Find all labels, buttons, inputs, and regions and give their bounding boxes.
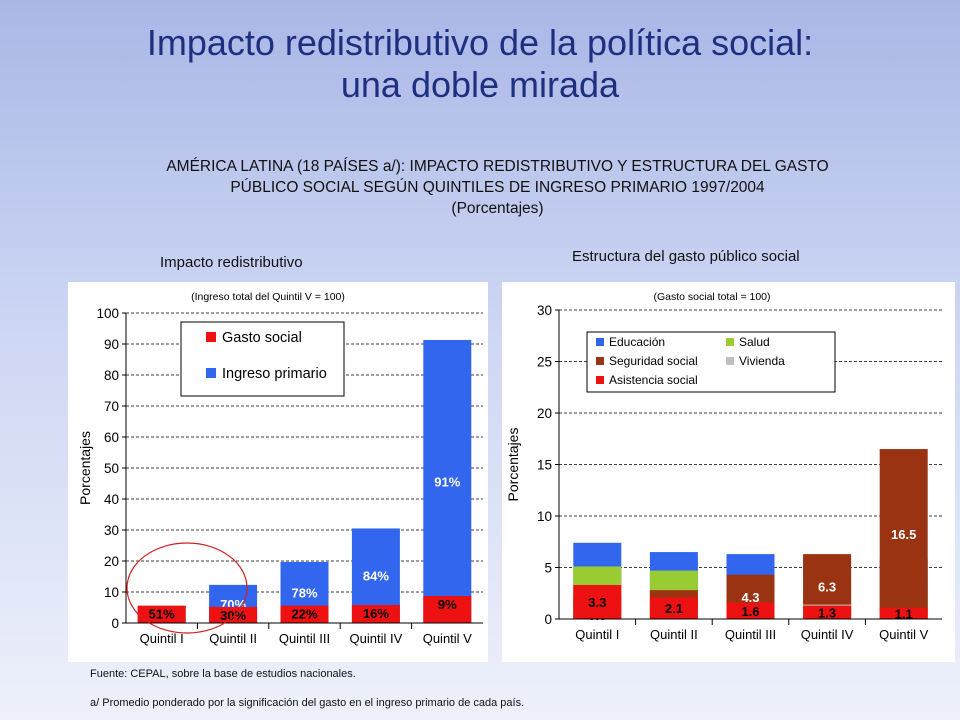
data-label: 30% [220, 608, 246, 623]
legend-label: Gasto social [222, 330, 302, 346]
y-tick-label: 100 [96, 306, 119, 321]
bar-segment [209, 606, 258, 623]
y-tick-label: 70 [104, 399, 119, 414]
chart-title: (Gasto social total = 100) [653, 291, 770, 303]
x-tick-label: Quintil I [575, 627, 619, 642]
legend-swatch [726, 357, 734, 365]
y-axis-title: Porcentajes [505, 428, 521, 502]
title-line-2: una doble mirada [340, 64, 620, 105]
y-tick-label: 30 [104, 523, 119, 538]
data-label: 16.5 [891, 527, 916, 542]
data-label: 84% [363, 569, 389, 584]
caption-line-2: PÚBLICO SOCIAL SEGÚN QUINTILES DE INGRES… [230, 179, 765, 196]
y-tick-label: 15 [537, 458, 552, 473]
x-tick-label: Quintil I [140, 631, 184, 646]
legend-swatch [726, 338, 734, 346]
data-label: 22% [291, 607, 317, 622]
y-tick-label: 5 [544, 561, 552, 576]
bar-segment [573, 585, 622, 619]
y-tick-label: 25 [537, 355, 552, 370]
x-tick-label: Quintil II [209, 631, 257, 646]
bar-segment [879, 449, 928, 619]
data-label: 2.1 [665, 601, 683, 616]
data-label: 1.1 [895, 606, 913, 621]
data-label: 91% [434, 474, 460, 489]
legend-swatch [596, 338, 604, 346]
bar-segment [280, 605, 329, 623]
impacto-chart-panel: (Ingreso total del Quintil V = 100) 0 10 20… [68, 282, 488, 662]
bar-segment [726, 602, 775, 619]
x-tick-label: Quintil IV [350, 631, 403, 646]
left-panel-label: Impacto redistributivo [160, 254, 303, 271]
estructura-chart-panel: (Gasto social total = 100) 0 5 10 15 20 25 30 Po… [502, 282, 955, 662]
x-tick-label: Quintil V [879, 627, 928, 642]
legend-swatch [596, 357, 604, 365]
legend-label: Salud [739, 335, 770, 349]
legend-swatch [596, 376, 604, 384]
chart-title: (Ingreso total del Quintil V = 100) [191, 291, 345, 303]
y-tick-label: 0 [111, 616, 119, 631]
legend-swatch [206, 332, 216, 342]
data-label: 16% [363, 606, 389, 621]
data-label: 78% [291, 585, 317, 600]
caption-line-1: AMÉRICA LATINA (18 PAÍSES a/): IMPACTO R… [166, 158, 829, 175]
x-tick-label: Quintil III [725, 627, 776, 642]
y-tick-label: 20 [537, 406, 552, 421]
data-label: 3.3 [588, 595, 606, 610]
x-tick-label: Quintil V [423, 631, 472, 646]
data-label: 1.6 [741, 604, 759, 619]
bar-segment [879, 607, 928, 619]
data-label: 9% [438, 597, 457, 612]
y-tick-label: 10 [104, 585, 119, 600]
source-note: Fuente: CEPAL, sobre la base de estudios… [90, 668, 356, 680]
legend-label: Asistencia social [609, 373, 698, 387]
data-label: 6.3 [818, 580, 836, 595]
legend-box [586, 331, 836, 393]
title-line-1: Impacto redistributivo de la política so… [146, 22, 814, 63]
y-tick-label: 80 [104, 368, 119, 383]
y-tick-label: 40 [104, 492, 119, 507]
footnote: a/ Promedio ponderado por la significaci… [90, 697, 525, 709]
y-tick-label: 50 [104, 461, 119, 476]
data-label: 4.3 [741, 590, 759, 605]
legend-label: Seguridad social [609, 354, 698, 368]
bar-segment [803, 605, 852, 619]
y-axis-title: Porcentajes [77, 431, 93, 505]
y-tick-label: 20 [104, 554, 119, 569]
slide-title: Impacto redistributivo de la política so… [0, 22, 960, 106]
legend-label: Educación [609, 335, 665, 349]
estructura-chart: (Gasto social total = 100) 0 5 10 15 20 25 30 Po… [505, 291, 942, 642]
right-panel-label: Estructura del gasto público social [572, 248, 800, 265]
figure-caption: AMÉRICA LATINA (18 PAÍSES a/): IMPACTO R… [80, 156, 915, 219]
y-tick-label: 30 [537, 303, 552, 318]
bar-segment [137, 605, 186, 623]
y-tick-label: 10 [537, 509, 552, 524]
data-label: 1.3 [818, 605, 836, 620]
impacto-chart: (Ingreso total del Quintil V = 100) 0 10 20… [77, 291, 483, 646]
x-tick-label: Quintil IV [801, 627, 854, 642]
data-label: 51% [149, 607, 175, 622]
bar-segment [351, 605, 400, 623]
caption-line-3: (Porcentajes) [451, 200, 544, 217]
bar-segment [423, 339, 472, 623]
y-tick-label: 60 [104, 430, 119, 445]
legend-label: Vivienda [739, 354, 785, 368]
x-tick-label: Quintil II [650, 627, 698, 642]
highlight-circle [126, 542, 248, 634]
legend-label: Ingreso primario [222, 366, 327, 382]
y-tick-label: 0 [544, 612, 552, 627]
bar-segment [649, 597, 698, 619]
legend-swatch [206, 368, 216, 378]
x-tick-label: Quintil III [279, 631, 330, 646]
bar-segment [423, 596, 472, 623]
y-tick-label: 90 [104, 337, 119, 352]
